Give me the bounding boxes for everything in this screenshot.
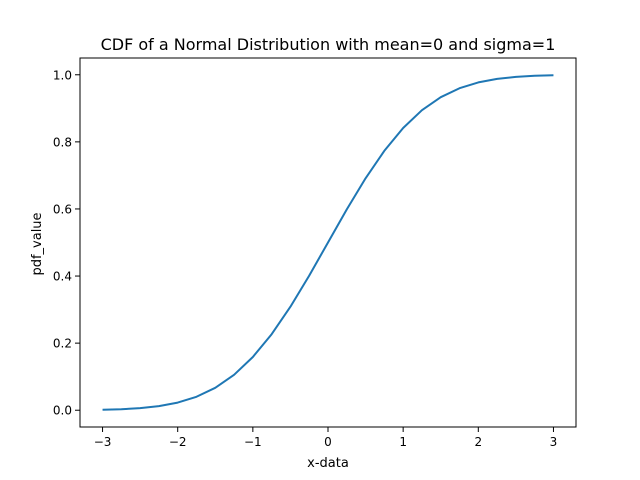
plot-area: −3 −2 −1 0 1 2 3 0.0 0.2 0.4 0.6 0.8 1.0 [53, 57, 577, 449]
y-tick-label: 1.0 [53, 68, 72, 82]
series-line-0 [102, 74, 554, 411]
x-tick-label: 0 [324, 435, 332, 449]
x-tick-label: 2 [474, 435, 482, 449]
chart-title: CDF of a Normal Distribution with mean=0… [101, 35, 556, 54]
x-tick-label: −3 [94, 435, 112, 449]
x-tick-label: −1 [244, 435, 262, 449]
y-tick-label: 0.4 [53, 270, 72, 284]
y-tick-label: 0.2 [53, 337, 72, 351]
x-tick-label: 1 [399, 435, 407, 449]
x-tick-label: −2 [169, 435, 187, 449]
y-axis-label: pdf_value [30, 212, 45, 275]
y-tick-label: 0.6 [53, 202, 72, 216]
x-tick-label: 3 [550, 435, 558, 449]
x-axis-label: x-data [307, 456, 349, 471]
y-tick-label: 0.8 [53, 135, 72, 149]
y-tick-label: 0.0 [53, 404, 72, 418]
